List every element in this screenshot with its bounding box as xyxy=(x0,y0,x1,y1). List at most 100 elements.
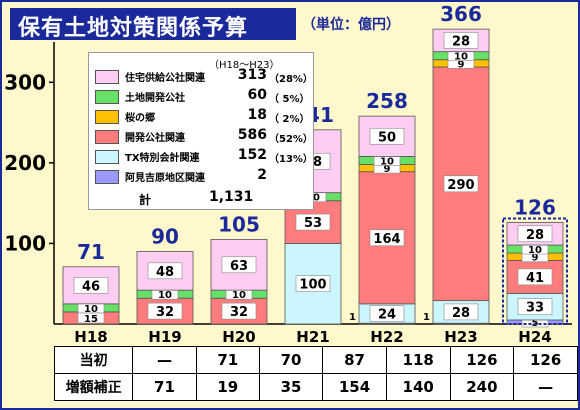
data-label: 33 xyxy=(526,301,544,316)
legend-item: 開発公社関連 586 （52%） xyxy=(95,127,313,145)
data-label: 63 xyxy=(230,259,248,274)
legend-percent: （52%） xyxy=(269,134,313,145)
legend-swatch xyxy=(95,110,119,124)
data-label: 164 xyxy=(373,232,400,247)
data-label: 15 xyxy=(84,314,98,325)
legend-percent: （ 5%） xyxy=(269,94,310,105)
legend-value: 18 xyxy=(247,107,267,123)
legend-item: 土地開発公社 60 （ 5%） xyxy=(95,87,311,105)
y-tick-label: 200 xyxy=(4,151,46,175)
bar-total-label: 258 xyxy=(366,89,408,113)
table-cell: 140 xyxy=(385,373,451,401)
table-row: 増額補正 71 19 35 154 140 240 — xyxy=(53,373,578,401)
data-label: 10 xyxy=(158,290,172,301)
table-cell: — xyxy=(132,346,197,374)
legend-value: 313 xyxy=(237,67,267,83)
bar-segment xyxy=(432,66,490,302)
legend-item: 阿見吉原地区関連 2 xyxy=(95,167,311,184)
data-label: 32 xyxy=(156,305,174,320)
data-label-box xyxy=(517,298,553,315)
data-label: 28 xyxy=(452,306,470,321)
data-label-box xyxy=(369,305,405,322)
bar-total-label: 105 xyxy=(218,212,260,236)
data-label-box xyxy=(295,213,331,231)
legend-item: 桜の郷 18 （ 2%） xyxy=(95,107,311,125)
data-label-box xyxy=(443,175,479,193)
table-row: 当初 — 71 70 87 118 126 126 xyxy=(53,346,578,374)
data-label-box xyxy=(369,127,405,145)
x-tick-label: H23 xyxy=(444,328,477,346)
legend-name: 開発公社関連 xyxy=(125,133,185,144)
data-label: 41 xyxy=(526,271,544,286)
data-label-box xyxy=(443,32,479,49)
title-bar: 保有土地対策関係予算 xyxy=(10,8,296,41)
table-cell: 71 xyxy=(195,346,260,374)
legend-swatch xyxy=(95,170,119,184)
data-label-box xyxy=(147,302,183,320)
legend-swatch xyxy=(95,90,119,104)
legend-name: 土地開発公社 xyxy=(125,93,185,104)
bar-total-label: 71 xyxy=(77,240,105,264)
legend-item: 住宅供給公社関連 313 （28%） xyxy=(95,67,313,85)
legend-value: 586 xyxy=(237,127,267,143)
data-label: 53 xyxy=(304,216,322,231)
data-label: 9 xyxy=(458,59,465,70)
data-label: 24 xyxy=(378,308,396,323)
budget-table: 当初 — 71 70 87 118 126 126 増額補正 71 19 35 … xyxy=(53,346,578,401)
legend-name: 桜の郷 xyxy=(125,113,155,124)
unit-label: （単位：億円） xyxy=(302,17,400,33)
chart-title: 保有土地対策関係予算 xyxy=(18,16,249,41)
data-label: 100 xyxy=(299,278,326,293)
table-cell: 240 xyxy=(449,373,515,401)
table-cell: 126 xyxy=(449,346,515,374)
legend-percent: （28%） xyxy=(269,74,313,85)
row-label: 当初 xyxy=(53,346,134,374)
legend-period: （H18～H23） xyxy=(209,60,280,71)
table-cell: 71 xyxy=(132,373,197,401)
table-cell: 118 xyxy=(385,346,451,374)
bar-total-label: 366 xyxy=(440,2,482,26)
table-cell: 154 xyxy=(322,373,387,401)
legend-total-value: 1,131 xyxy=(209,189,254,205)
data-label: 10 xyxy=(84,304,98,315)
data-label-box xyxy=(221,302,257,320)
data-label: 290 xyxy=(447,178,474,193)
legend-percent: （ 2%） xyxy=(269,114,310,125)
data-label-box xyxy=(221,256,257,274)
legend-swatch xyxy=(95,70,119,84)
data-label: 50 xyxy=(378,130,396,145)
data-label-box xyxy=(73,277,109,294)
data-label-box xyxy=(517,225,553,243)
bar-segment xyxy=(62,266,120,305)
table-cell: 126 xyxy=(513,346,578,374)
data-label-box xyxy=(147,262,183,280)
table-cell: 35 xyxy=(258,373,324,401)
legend-value: 2 xyxy=(257,167,267,183)
x-tick-label: H19 xyxy=(148,328,181,346)
x-tick-label: H18 xyxy=(74,328,107,346)
legend-swatch xyxy=(95,130,119,144)
bar-total-label: 126 xyxy=(514,195,556,219)
data-label: 1 xyxy=(423,312,430,323)
legend-item: TX特別会計関連 152 （13%） xyxy=(95,147,313,165)
row-label: 増額補正 xyxy=(53,373,134,401)
table-cell: — xyxy=(513,373,578,401)
data-label: 48 xyxy=(156,265,174,280)
legend-total-label: 計 xyxy=(139,193,152,207)
data-label: 28 xyxy=(452,34,470,49)
legend-value: 152 xyxy=(237,147,267,163)
data-label-box xyxy=(443,303,479,321)
bar-total-label: 90 xyxy=(151,224,179,248)
data-label: 9 xyxy=(532,253,539,264)
data-label: 10 xyxy=(380,156,394,167)
data-label: 9 xyxy=(384,164,391,175)
x-tick-label: H22 xyxy=(370,328,403,346)
data-label: 46 xyxy=(82,279,100,294)
legend: （H18～H23） 住宅供給公社関連 313 （28%） 土地開発公社 60 （… xyxy=(88,52,314,210)
x-tick-label: H24 xyxy=(518,328,551,346)
legend-swatch xyxy=(95,150,119,164)
legend-name: 住宅供給公社関連 xyxy=(125,73,205,84)
table-cell: 87 xyxy=(322,346,387,374)
y-tick-label: 100 xyxy=(4,231,46,255)
